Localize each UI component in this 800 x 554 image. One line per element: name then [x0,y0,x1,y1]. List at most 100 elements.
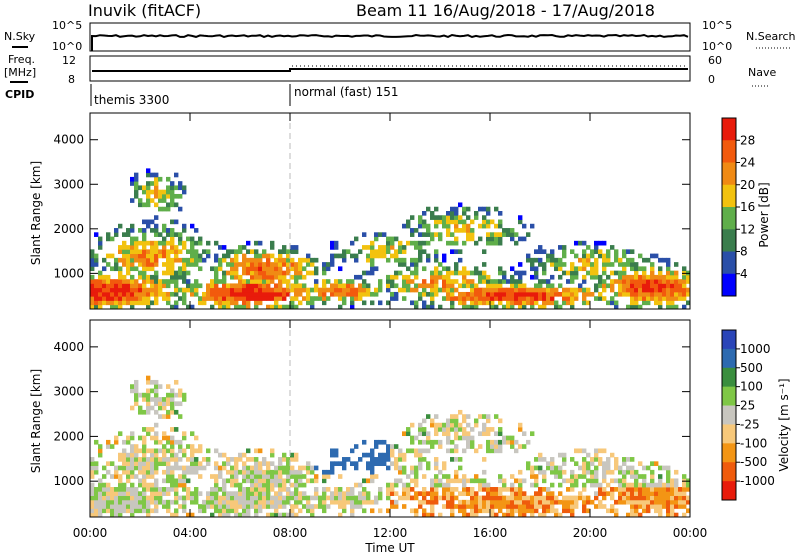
echo-cell [446,495,451,501]
echo-cell [146,219,151,225]
echo-cell [290,491,295,496]
echo-cell [562,245,567,250]
echo-cell [614,478,619,484]
echo-cell [602,270,607,276]
echo-cell [270,512,275,518]
echo-cell [254,287,259,293]
echo-cell [398,240,403,246]
echo-cell [190,431,195,437]
echo-cell [246,499,251,505]
echo-cell [230,465,235,471]
echo-cell [158,291,163,297]
echo-cell [430,304,435,310]
echo-cell [298,499,303,505]
echo-cell [298,266,303,272]
echo-cell [358,495,363,501]
echo-cell [130,262,135,267]
echo-cell [318,504,323,509]
echo-cell [122,274,127,280]
echo-cell [546,283,551,289]
echo-cell [482,457,487,462]
echo-cell [414,257,419,263]
echo-cell [314,491,319,496]
echo-cell [442,266,447,272]
echo-cell [298,474,303,479]
echo-cell [342,508,347,514]
echo-cell [250,504,255,509]
echo-cell [426,304,431,310]
echo-cell [126,491,131,496]
echo-cell [574,482,579,488]
echo-cell [518,504,523,509]
echo-cell [106,499,111,505]
colorbar-tick-label: 100 [740,380,763,394]
echo-cell [198,491,203,496]
echo-cell [258,508,263,514]
echo-cell [186,262,191,267]
echo-cell [242,257,247,263]
echo-cell [434,431,439,437]
echo-cell [634,487,639,492]
echo-cell [294,491,299,496]
echo-cell [166,392,171,398]
echo-cell [290,296,295,301]
echo-cell [218,304,223,310]
echo-cell [386,245,391,250]
echo-cell [222,465,227,471]
echo-cell [374,287,379,293]
echo-cell [470,491,475,496]
echo-cell [238,304,243,310]
echo-cell [522,236,527,242]
echo-cell [170,474,175,479]
echo-cell [154,504,159,509]
echo-cell [246,474,251,479]
echo-cell [498,439,503,445]
echo-cell [502,435,507,441]
echo-cell [430,274,435,280]
echo-cell [310,304,315,310]
echo-cell [470,504,475,509]
echo-cell [442,274,447,280]
echo-cell [170,193,175,199]
echo-cell [518,236,523,242]
echo-cell [282,304,287,310]
echo-cell [170,401,175,407]
echo-cell [414,300,419,306]
echo-cell [142,266,147,272]
echo-cell [106,300,111,306]
echo-cell [514,291,519,297]
echo-cell [118,223,123,229]
echo-cell [414,474,419,479]
echo-cell [470,300,475,306]
echo-cell [190,223,195,229]
echo-cell [254,270,259,276]
echo-cell [530,474,535,479]
echo-cell [638,304,643,310]
echo-cell [222,245,227,250]
echo-cell [90,491,95,496]
echo-cell [214,482,219,488]
echo-cell [118,245,123,250]
echo-cell [534,249,539,255]
echo-cell [510,499,515,505]
echo-cell [386,279,391,284]
echo-cell [138,253,143,259]
echo-cell [118,283,123,289]
echo-cell [462,300,467,306]
echo-cell [210,487,215,492]
echo-cell [90,499,95,505]
echo-cell [474,512,479,518]
echo-cell [590,461,595,467]
echo-cell [634,283,639,289]
echo-cell [566,291,571,297]
echo-cell [566,296,571,301]
echo-cell [458,457,463,462]
echo-cell [150,452,155,458]
echo-cell [562,270,567,276]
echo-cell [490,495,495,501]
echo-cell [546,499,551,505]
echo-cell [634,262,639,267]
echo-cell [158,414,163,419]
echo-cell [542,262,547,267]
echo-cell [154,478,159,484]
